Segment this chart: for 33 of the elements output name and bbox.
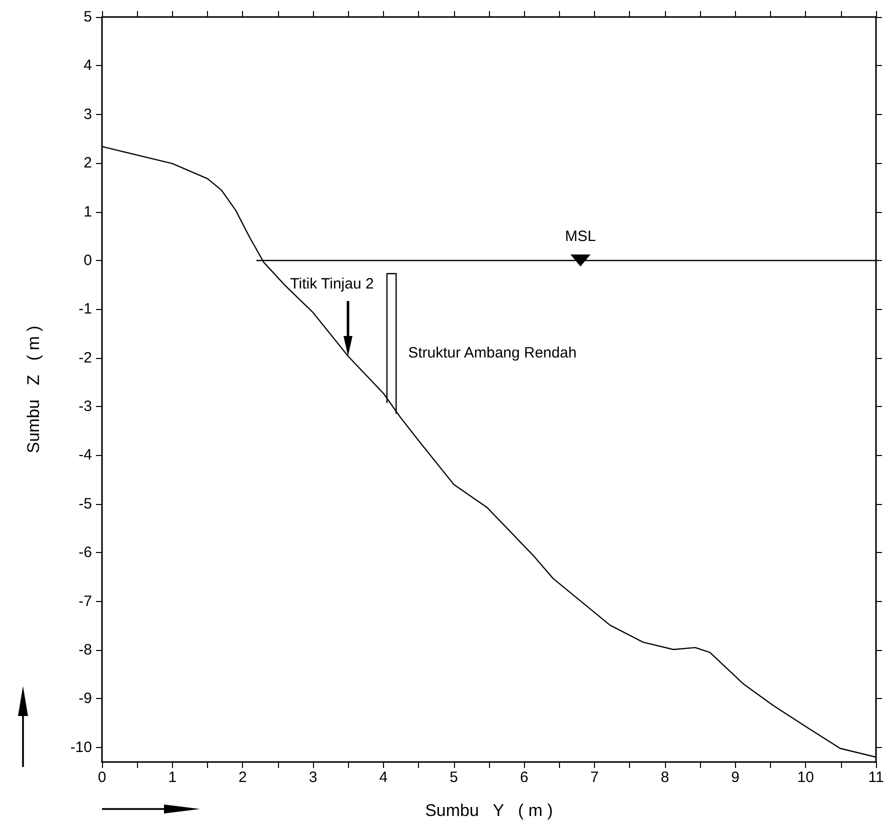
y-tick-label: 5	[84, 8, 92, 26]
y-tick-label: 0	[84, 252, 92, 269]
y-tick-label: -4	[78, 446, 92, 464]
y-tick-label: 1	[84, 203, 92, 220]
y-tick-label: -9	[78, 690, 92, 708]
x-tick-label: 11	[868, 769, 884, 786]
x-tick-label: 7	[590, 769, 599, 786]
x-tick-label: 10	[797, 769, 814, 786]
y-tick-label: -8	[78, 642, 92, 659]
x-tick-label: 0	[98, 769, 106, 786]
x-tick-label: 1	[168, 769, 177, 786]
x-axis-title: Sumbu Y ( m )	[425, 801, 553, 820]
annotation: MSL	[565, 228, 596, 245]
y-tick-label: -6	[78, 544, 92, 562]
x-tick-label: 5	[450, 769, 458, 786]
y-tick-label: 3	[84, 106, 92, 123]
y-tick-label: 2	[84, 154, 92, 172]
y-tick-label: -1	[78, 300, 92, 318]
y-tick-label: -10	[70, 738, 92, 756]
x-tick-label: 8	[660, 769, 670, 786]
annotation: Struktur Ambang Rendah	[408, 344, 577, 362]
x-tick-label: 6	[520, 769, 528, 786]
x-tick-label: 4	[379, 769, 388, 786]
y-tick-label: -7	[78, 592, 92, 610]
x-tick-label: 2	[238, 769, 247, 786]
y-axis-title: Sumbu Z ( m )	[24, 326, 43, 454]
y-tick-label: -3	[78, 398, 92, 416]
y-tick-label: -2	[78, 349, 92, 366]
annotation: Titik Tinjau 2	[290, 276, 374, 292]
x-tick-label: 3	[308, 769, 318, 786]
y-tick-label: -5	[78, 495, 92, 512]
y-tick-label: 4	[84, 57, 92, 74]
x-tick-label: 9	[731, 769, 740, 786]
